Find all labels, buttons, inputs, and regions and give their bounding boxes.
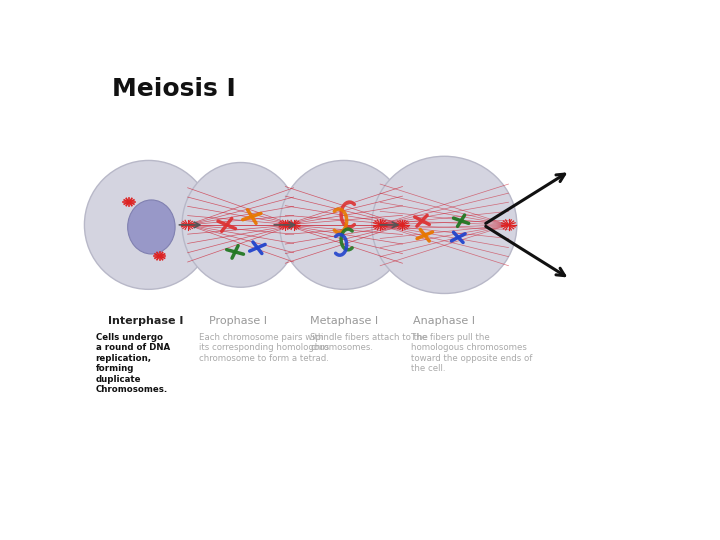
Text: Cells undergo
a round of DNA
replication,
forming
duplicate
Chromosomes.: Cells undergo a round of DNA replication…: [96, 333, 170, 394]
Ellipse shape: [372, 156, 517, 293]
Ellipse shape: [279, 160, 408, 289]
Text: Prophase I: Prophase I: [209, 316, 267, 326]
Ellipse shape: [84, 160, 213, 289]
Text: Interphase I: Interphase I: [108, 316, 184, 326]
Text: Anaphase I: Anaphase I: [413, 316, 475, 326]
Ellipse shape: [127, 200, 175, 254]
Text: Metaphase I: Metaphase I: [310, 316, 378, 326]
Text: Meiosis I: Meiosis I: [112, 77, 236, 102]
Text: The fibers pull the
homologous chromosomes
toward the opposite ends of
the cell.: The fibers pull the homologous chromosom…: [411, 333, 532, 373]
Text: Each chromosome pairs with
its corresponding homologous
chromosome to form a tet: Each chromosome pairs with its correspon…: [199, 333, 329, 363]
Text: Spindle fibers attach to the
chromosomes.: Spindle fibers attach to the chromosomes…: [310, 333, 428, 353]
Ellipse shape: [182, 163, 300, 287]
